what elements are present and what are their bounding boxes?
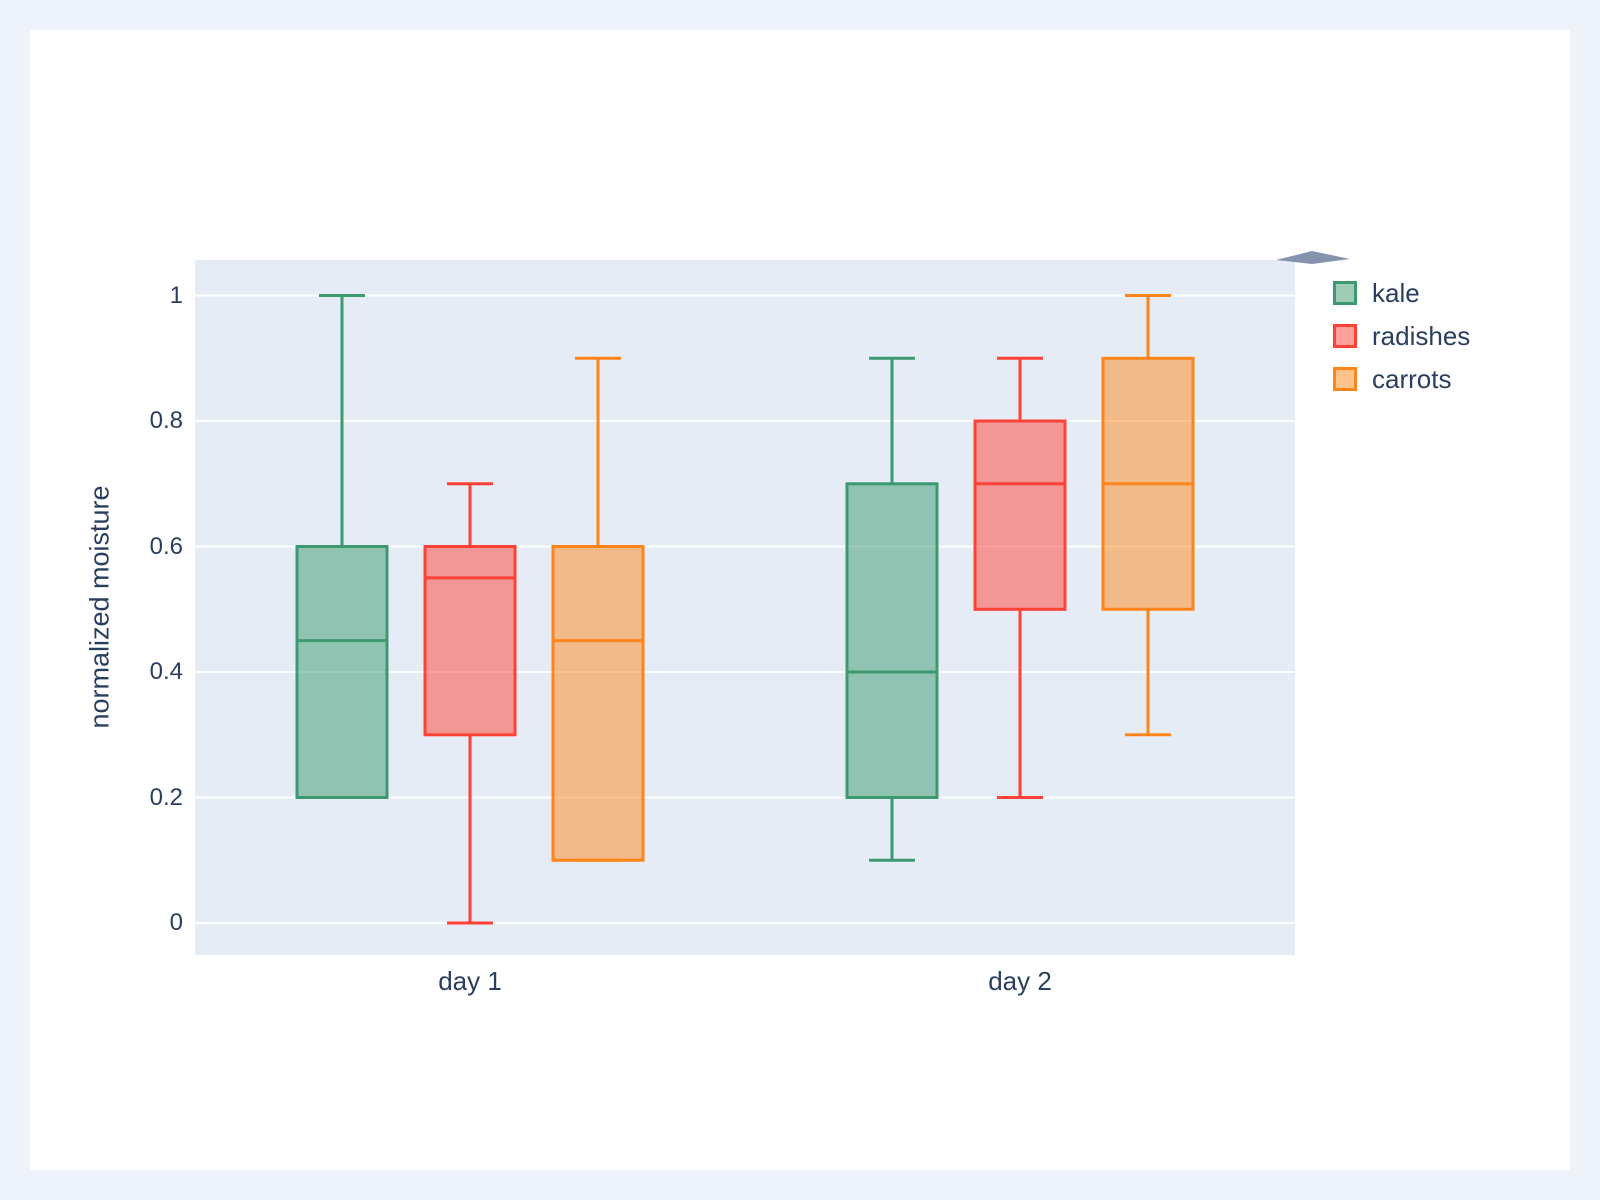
box-body[interactable] xyxy=(551,545,645,862)
y-tick-label: 1 xyxy=(169,281,183,309)
box-body[interactable] xyxy=(845,482,939,800)
y-tick-label: 0.2 xyxy=(149,783,183,811)
box-body[interactable] xyxy=(973,419,1067,611)
legend-item-kale[interactable]: kale xyxy=(1333,278,1470,308)
y-axis-title: normalized moisture xyxy=(84,485,115,729)
box-kale-day-1[interactable] xyxy=(295,294,389,799)
box-carrots-day-2[interactable] xyxy=(1101,294,1195,737)
plot-svg xyxy=(195,294,1295,925)
box-body[interactable] xyxy=(423,545,517,737)
legend-label-kale: kale xyxy=(1372,278,1420,308)
legend-item-carrots[interactable]: carrots xyxy=(1333,364,1470,394)
legend-item-radishes[interactable]: radishes xyxy=(1333,321,1470,351)
y-tick-label: 0.8 xyxy=(149,407,183,434)
box-radishes-day-2[interactable] xyxy=(973,356,1067,799)
box-radishes-day-1[interactable] xyxy=(423,482,517,925)
plot-area[interactable] xyxy=(195,260,1295,955)
legend-swatch-carrots xyxy=(1333,367,1357,391)
legend: kale radishes carrots xyxy=(1333,278,1470,394)
x-tick-label: day 2 xyxy=(988,966,1052,996)
legend-label-carrots: carrots xyxy=(1372,364,1452,394)
legend-swatch-radishes xyxy=(1333,324,1357,348)
legend-label-radishes: radishes xyxy=(1372,321,1471,351)
box-kale-day-2[interactable] xyxy=(845,356,939,862)
legend-swatch-kale xyxy=(1333,281,1357,305)
box-body[interactable] xyxy=(295,545,389,799)
y-tick-label: 0.4 xyxy=(149,658,183,685)
y-tick-label: 0.6 xyxy=(149,532,183,560)
x-tick-label: day 1 xyxy=(438,966,502,996)
y-tick-label: 0 xyxy=(169,909,183,936)
cursor-arrow-icon xyxy=(1276,251,1350,264)
box-carrots-day-1[interactable] xyxy=(551,356,645,862)
